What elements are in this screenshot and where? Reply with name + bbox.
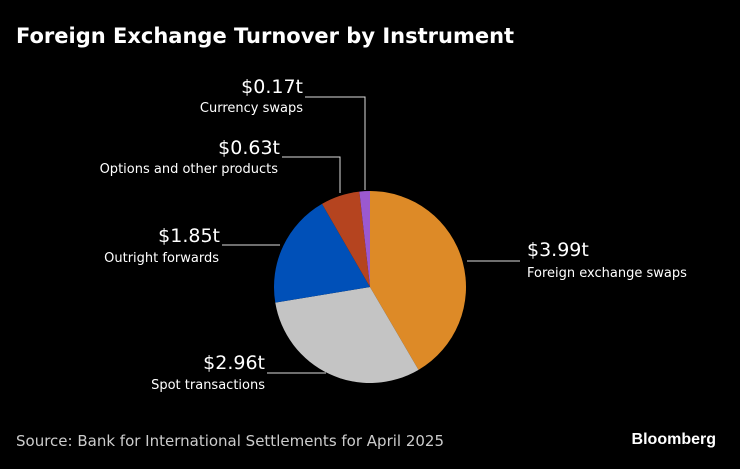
pie-slice-1 [275,287,419,384]
slice-name-label-3: Options and other products [100,162,279,177]
pie-slice-2 [274,203,370,303]
slice-value-label-2: $1.85t [158,225,220,247]
bloomberg-logo: Bloomberg [631,431,716,448]
slice-name-label-2: Outright forwards [104,251,219,266]
slice-value-label-0: $3.99t [527,239,589,261]
pie-slice-3 [322,191,370,287]
leader-line-3 [282,156,341,193]
pie-slice-0 [370,191,466,370]
pie-slice-4 [359,191,370,287]
slice-name-label-1: Spot transactions [151,378,265,393]
slice-value-label-1: $2.96t [203,352,265,374]
slice-name-label-0: Foreign exchange swaps [527,266,687,281]
slice-value-label-3: $0.63t [218,137,280,159]
leader-line-4 [305,96,366,190]
chart-title: Foreign Exchange Turnover by Instrument [16,24,515,48]
slice-name-label-4: Currency swaps [200,101,303,116]
source-note: Source: Bank for International Settlemen… [16,432,445,450]
slice-value-label-4: $0.17t [241,76,303,98]
